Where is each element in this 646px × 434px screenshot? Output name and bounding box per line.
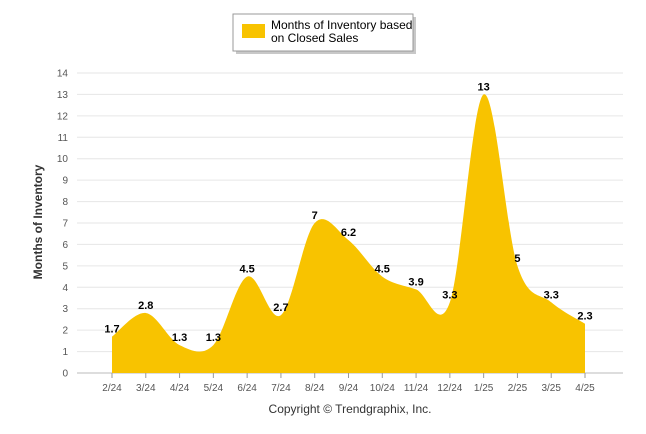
- x-tick-label: 4/25: [575, 383, 595, 394]
- x-tick-label: 3/24: [136, 383, 156, 394]
- data-label: 5: [514, 253, 520, 265]
- x-tick-label: 3/25: [541, 383, 561, 394]
- y-tick-label: 8: [62, 197, 68, 208]
- x-tick-label: 12/24: [437, 383, 462, 394]
- y-tick-label: 4: [62, 283, 68, 294]
- y-tick-label: 0: [62, 369, 68, 380]
- x-tick-label: 1/25: [474, 383, 494, 394]
- x-tick-label: 5/24: [204, 383, 224, 394]
- legend-label-line-2: on Closed Sales: [271, 31, 358, 45]
- y-tick-label: 1: [62, 347, 68, 358]
- x-tick-label: 10/24: [370, 383, 395, 394]
- data-label: 7: [312, 210, 318, 222]
- legend: Months of Inventory based on Closed Sale…: [232, 13, 416, 54]
- y-tick-label: 6: [62, 240, 68, 251]
- data-label: 2.7: [273, 302, 288, 314]
- data-label: 3.3: [442, 289, 457, 301]
- y-tick-label: 12: [57, 111, 69, 122]
- data-label: 1.7: [104, 324, 119, 336]
- data-label: 13: [478, 81, 490, 93]
- data-label: 2.3: [577, 311, 592, 323]
- y-tick-label: 2: [62, 326, 68, 337]
- y-tick-label: 11: [58, 133, 69, 144]
- x-tick-label: 4/24: [170, 383, 190, 394]
- y-tick-label: 7: [62, 219, 68, 230]
- copyright-footer: Copyright © Trendgraphix, Inc.: [269, 402, 432, 416]
- series-area: [112, 94, 585, 374]
- data-label: 4.5: [239, 264, 254, 276]
- y-tick-label: 10: [57, 154, 69, 165]
- data-label: 1.3: [206, 332, 221, 344]
- legend-label-line-1: Months of Inventory based: [271, 18, 412, 32]
- x-tick-label: 6/24: [237, 383, 257, 394]
- data-label: 1.3: [172, 332, 187, 344]
- x-axis: 2/24 3/24 4/24 5/24 6/24 7/24 8/24 9/24 10/24 11/…: [102, 373, 595, 394]
- data-label: 4.5: [375, 264, 390, 276]
- y-tick-label: 14: [57, 69, 69, 80]
- y-tick-label: 13: [57, 90, 69, 101]
- x-tick-label: 2/25: [508, 383, 528, 394]
- x-tick-label: 11/24: [404, 383, 429, 394]
- data-label: 3.9: [408, 276, 423, 288]
- y-tick-label: 9: [62, 176, 68, 187]
- area-fill: [112, 94, 585, 374]
- x-tick-label: 2/24: [102, 383, 122, 394]
- x-tick-label: 8/24: [305, 383, 325, 394]
- y-tick-label: 5: [62, 261, 68, 272]
- data-label: 3.3: [544, 289, 559, 301]
- x-tick-label: 9/24: [339, 383, 359, 394]
- y-axis-title: Months of Inventory: [31, 164, 45, 279]
- x-tick-label: 7/24: [271, 383, 291, 394]
- legend-swatch: [242, 24, 265, 38]
- data-labels: 1.7 2.8 1.3 1.3 4.5 2.7 7 6.2 4.5 3.9 3.3 13 5 3.3 2.3: [104, 81, 592, 344]
- data-label: 6.2: [341, 227, 356, 239]
- y-tick-label: 3: [62, 304, 68, 315]
- data-label: 2.8: [138, 300, 153, 312]
